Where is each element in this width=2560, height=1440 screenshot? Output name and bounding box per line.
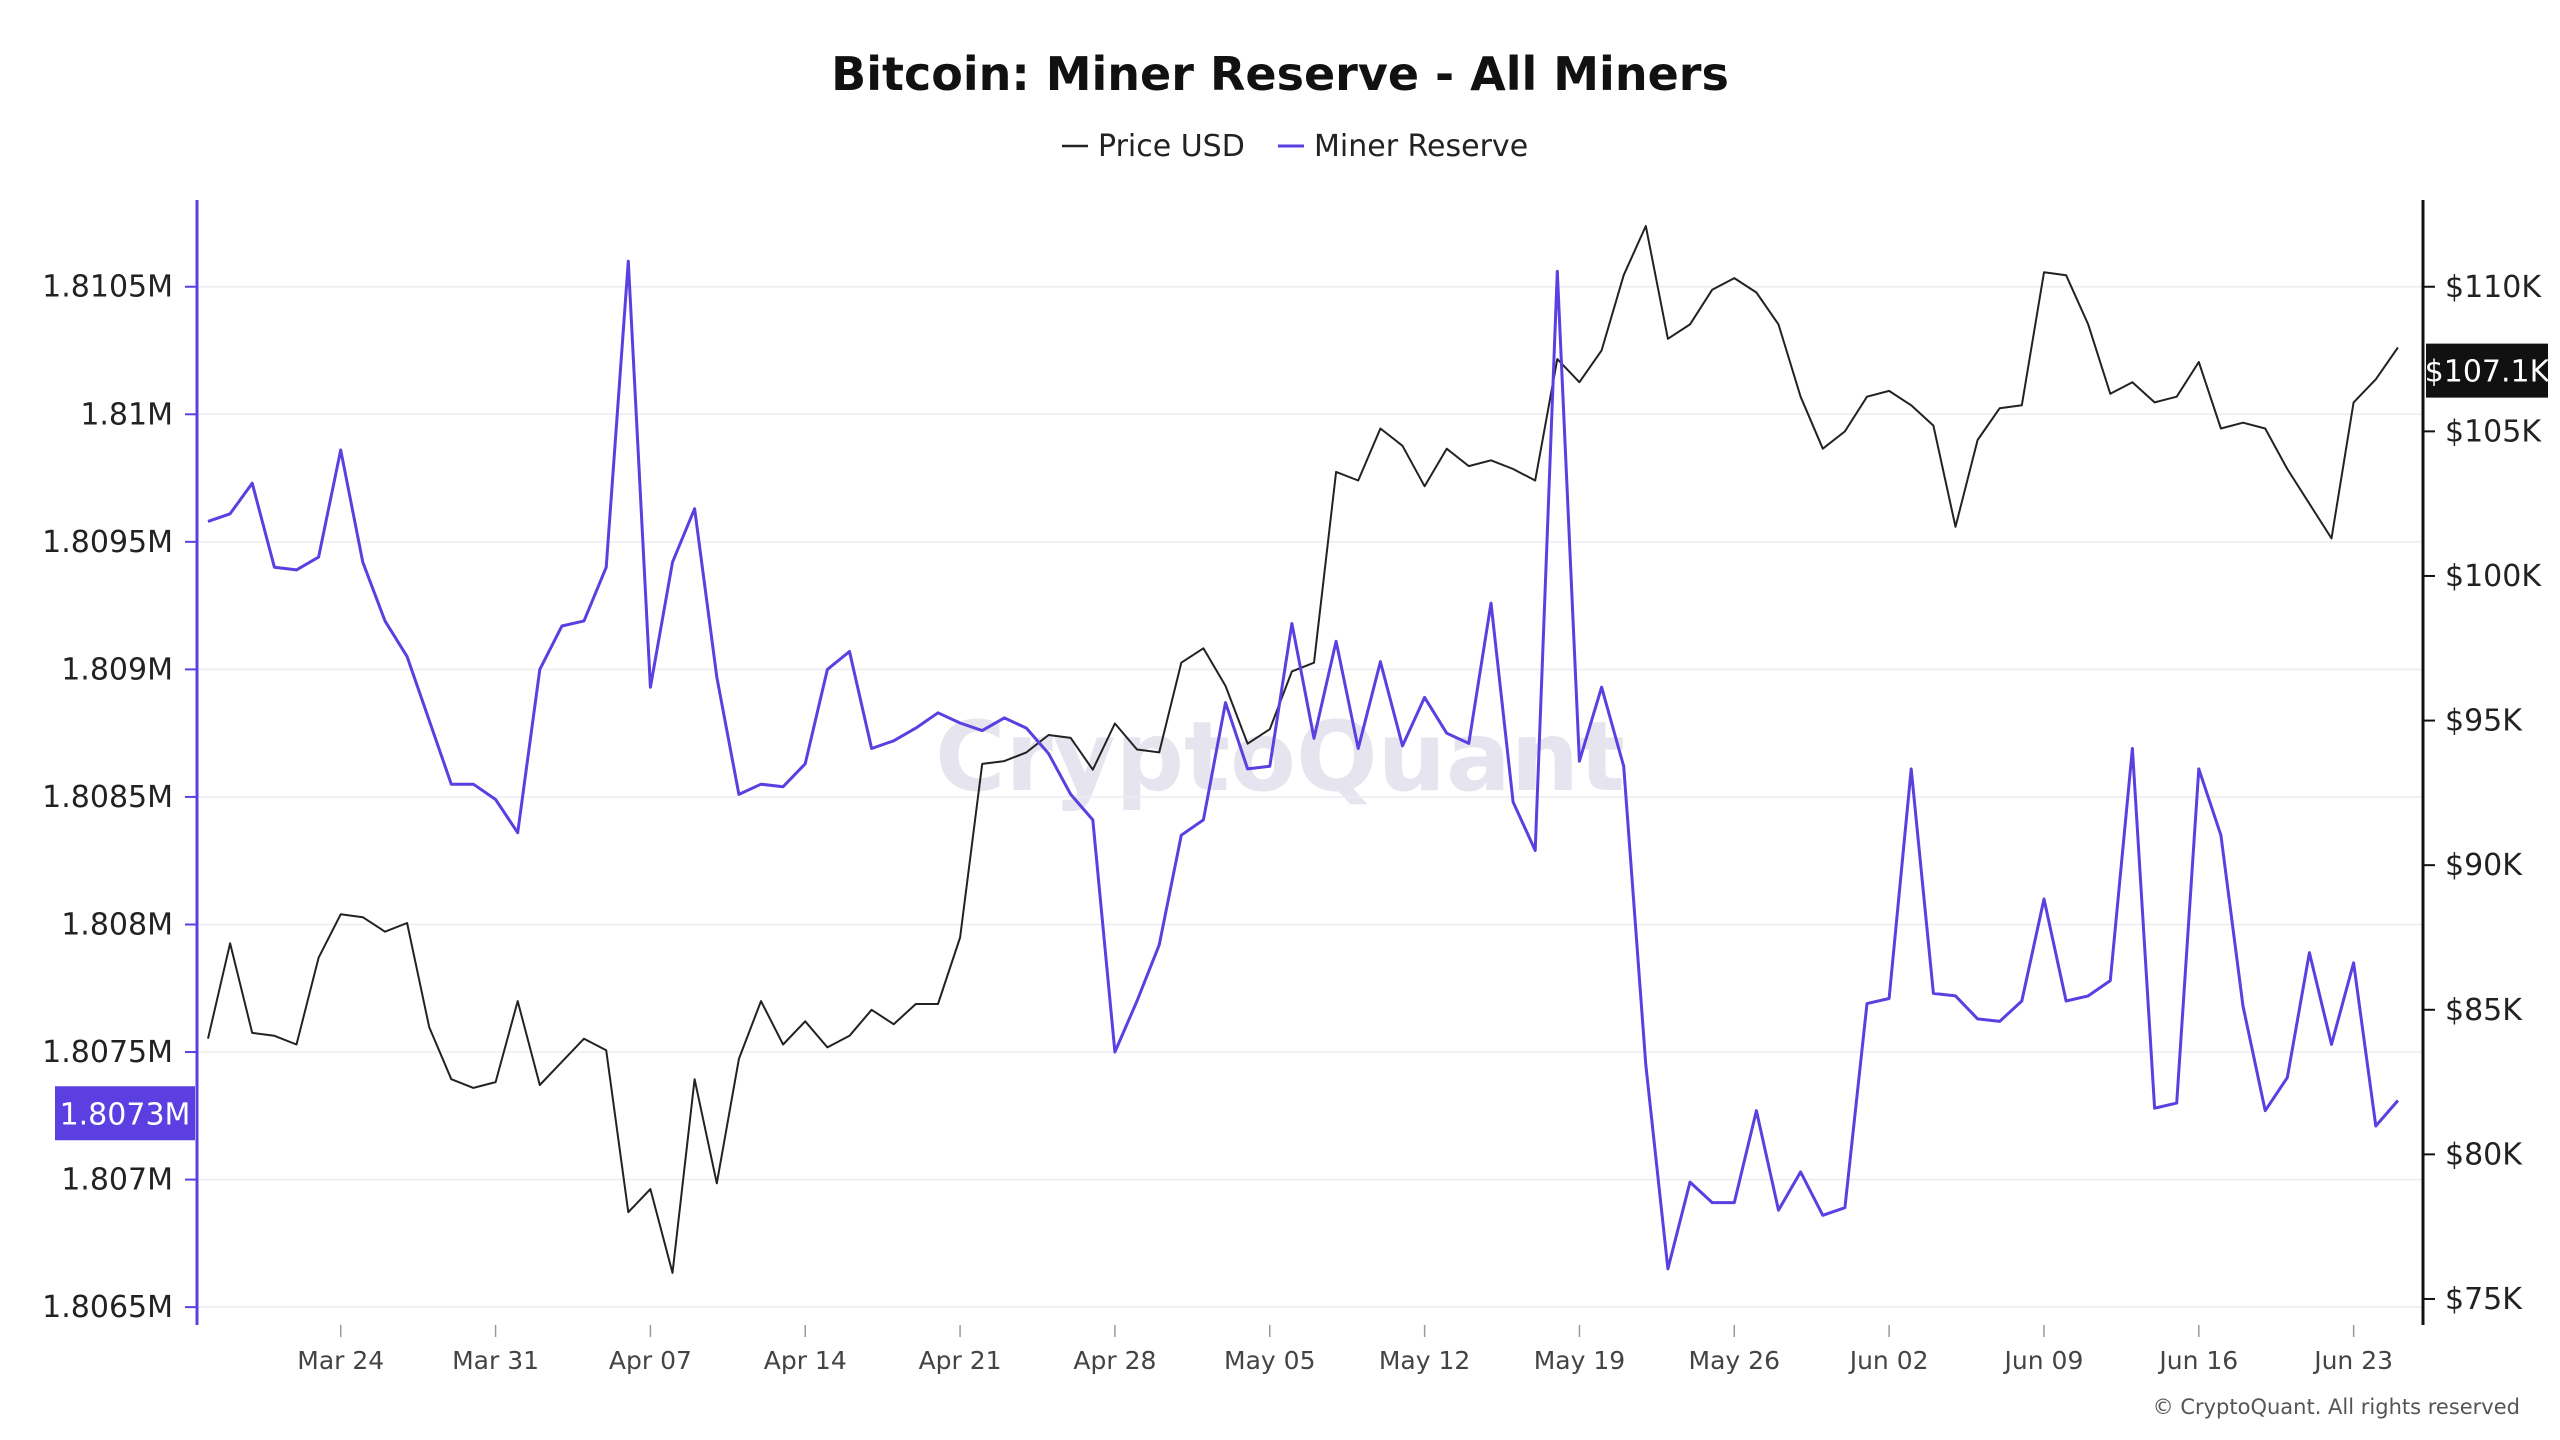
right-tick-label: $100K <box>2445 559 2542 594</box>
left-tick-label: 1.807M <box>61 1163 173 1198</box>
legend-label-reserve[interactable]: Miner Reserve <box>1314 129 1528 164</box>
right-tick-label: $80K <box>2445 1137 2523 1172</box>
series-line-miner-reserve[interactable] <box>207 259 2400 1271</box>
x-tick-label: May 05 <box>1224 1346 1315 1375</box>
left-tick-label: 1.81M <box>80 397 173 432</box>
left-axis-ticks: 1.8105M 1.81M 1.8095M 1.809M 1.8085M 1.808M 1.… <box>42 270 197 1325</box>
x-tick-label: Jun 09 <box>2003 1346 2084 1375</box>
left-tick-label: 1.8075M <box>42 1035 173 1070</box>
left-current-badge-text: 1.8073M <box>60 1097 191 1132</box>
x-tick-label: Mar 24 <box>297 1346 384 1375</box>
left-tick-label: 1.8095M <box>42 525 173 560</box>
right-axis-ticks: $110K $105K $100K $95K $90K $85K $80K $75K <box>2423 270 2542 1317</box>
right-tick-label: $105K <box>2445 414 2542 449</box>
x-tick-label: Apr 28 <box>1073 1346 1156 1375</box>
grid-lines <box>197 285 2423 1308</box>
legend-label-price[interactable]: Price USD <box>1098 129 1245 164</box>
x-tick-label: May 12 <box>1379 1346 1470 1375</box>
x-tick-label: Apr 14 <box>764 1346 847 1375</box>
x-axis-ticks: Mar 24 Mar 31 Apr 07 Apr 14 Apr 21 Apr 28 May … <box>297 1325 2393 1375</box>
legend: Price USD Miner Reserve <box>1062 129 1528 164</box>
x-tick-label: Jun 23 <box>2312 1346 2393 1375</box>
right-tick-label: $85K <box>2445 993 2523 1028</box>
left-current-badge-box <box>55 1086 195 1141</box>
left-tick-label: 1.8065M <box>42 1290 173 1325</box>
left-tick-label: 1.8085M <box>42 780 173 815</box>
x-tick-label: Apr 21 <box>919 1346 1002 1375</box>
x-tick-label: May 26 <box>1689 1346 1780 1375</box>
right-current-badge-text: $107.1K <box>2425 355 2551 390</box>
left-current-badge: 1.8073M <box>55 1086 195 1141</box>
left-tick-label: 1.8105M <box>42 270 173 305</box>
left-tick-label: 1.809M <box>61 652 173 687</box>
right-tick-label: $110K <box>2445 270 2542 305</box>
right-tick-label: $95K <box>2445 704 2523 739</box>
right-current-badge-box <box>2426 343 2548 398</box>
chart-title: Bitcoin: Miner Reserve - All Miners <box>831 47 1729 101</box>
right-tick-label: $90K <box>2445 848 2523 883</box>
right-current-badge: $107.1K <box>2425 343 2551 398</box>
x-tick-label: May 19 <box>1534 1346 1625 1375</box>
right-tick-label: $75K <box>2445 1282 2523 1317</box>
left-tick-label: 1.808M <box>61 907 173 942</box>
x-tick-label: Jun 16 <box>2157 1346 2238 1375</box>
axes <box>195 200 2425 1325</box>
series-line-price-usd[interactable] <box>207 225 2399 1274</box>
x-tick-label: Mar 31 <box>452 1346 539 1375</box>
copyright-notice: © CryptoQuant. All rights reserved <box>2153 1395 2520 1419</box>
x-tick-label: Jun 02 <box>1848 1346 1929 1375</box>
x-tick-label: Apr 07 <box>609 1346 692 1375</box>
